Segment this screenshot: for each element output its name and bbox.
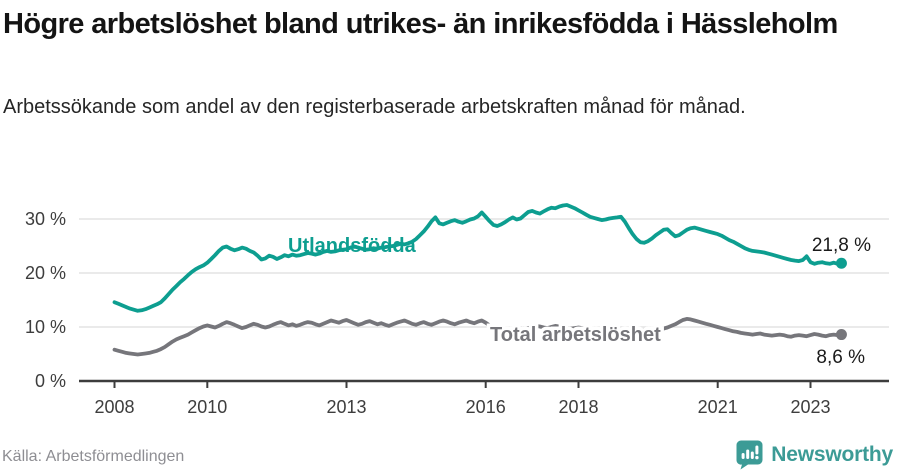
- series-line-1: [112, 316, 844, 357]
- y-axis-tick-label: 20 %: [25, 263, 66, 283]
- series-label-0: Utlandsfödda: [288, 235, 417, 257]
- source-note: Källa: Arbetsförmedlingen: [2, 448, 185, 465]
- y-axis-tick-label: 0 %: [35, 371, 66, 391]
- line-chart: 0 % 10 % 20 % 30 % 2008 2010 2013 2016 2018 2021 2…: [25, 203, 889, 417]
- end-value-label-1: 8,6 %: [816, 347, 865, 368]
- x-axis-tick-label: 2023: [790, 397, 830, 417]
- series-end-dot-0: [835, 257, 847, 269]
- series-label-1: Total arbetslöshet: [490, 324, 661, 346]
- series-end-dot-1: [835, 329, 847, 341]
- x-axis-tick-label: 2021: [698, 397, 738, 417]
- newsworthy-logo[interactable]: Newsworthy: [736, 440, 893, 470]
- x-axis-tick-label: 2016: [466, 397, 506, 417]
- end-value-label-0: 21,8 %: [812, 235, 871, 256]
- chart-subtitle: Arbetssökande som andel av den registerb…: [3, 96, 746, 118]
- y-axis-tick-label: 10 %: [25, 317, 66, 337]
- series-line-0: [112, 203, 844, 313]
- x-axis-tick-label: 2008: [94, 397, 134, 417]
- x-axis-tick-label: 2013: [326, 397, 366, 417]
- y-axis-tick-label: 30 %: [25, 209, 66, 229]
- x-axis-tick-label: 2010: [187, 397, 227, 417]
- newsworthy-logo-icon: [736, 440, 763, 470]
- x-axis-tick-label: 2018: [558, 397, 598, 417]
- newsworthy-logo-text: Newsworthy: [771, 443, 893, 466]
- page-title: Högre arbetslöshet bland utrikes- än inr…: [3, 8, 838, 40]
